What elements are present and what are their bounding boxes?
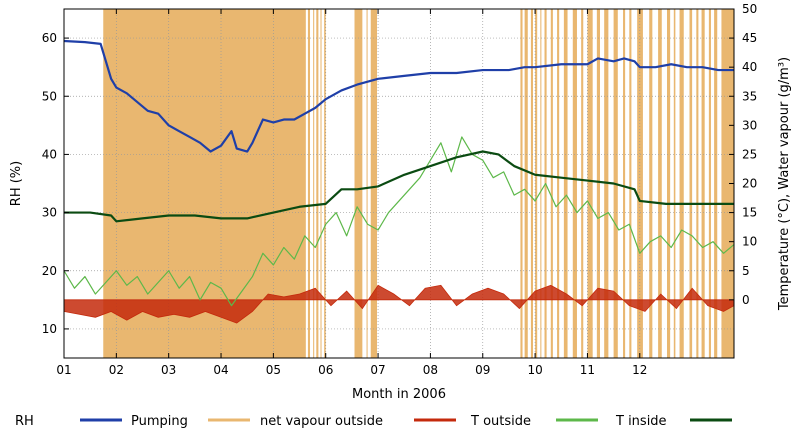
pumping-band: [307, 9, 311, 358]
pumping-band: [320, 9, 322, 358]
y-left-tick-label: 30: [42, 206, 57, 220]
y-right-tick-label: 30: [742, 118, 757, 132]
axis-ticks: 01 02 03 04 05 06 07 08 09 10 11 121020304050600510…: [42, 2, 758, 377]
pumping-band: [557, 9, 560, 358]
series-net-vapour-outside: [63, 284, 735, 324]
pumping-band: [520, 9, 523, 358]
pumping-band: [708, 9, 711, 358]
x-tick-label: 12: [632, 363, 647, 377]
x-tick-label: 01: [56, 363, 71, 377]
pumping-band: [316, 9, 319, 358]
pumping-band: [649, 9, 653, 358]
legend-label: net vapour outside: [260, 414, 383, 429]
pumping-band: [370, 9, 378, 358]
pumping-band: [572, 9, 577, 358]
pumping-band: [623, 9, 626, 358]
x-tick-label: 10: [527, 363, 542, 377]
y-right-tick-label: 10: [742, 235, 757, 249]
pumping-band: [313, 9, 315, 358]
y-left-tick-label: 40: [42, 147, 57, 161]
pumping-band: [535, 9, 538, 358]
pumping-band: [366, 9, 368, 358]
y-left-tick-label: 50: [42, 89, 57, 103]
pumping-band: [667, 9, 671, 358]
y-right-tick-label: 35: [742, 89, 757, 103]
legend-label: RH: [15, 414, 34, 429]
pumping-band: [658, 9, 662, 358]
y-axis-right-label: Temperature (°C), Water vapour (g/m³): [777, 57, 792, 311]
pumping-band: [679, 9, 684, 358]
series-rh: [63, 39, 734, 153]
series-t-inside: [64, 150, 734, 223]
x-tick-label: 07: [370, 363, 385, 377]
pumping-band: [581, 9, 584, 358]
pumping-band: [696, 9, 699, 358]
y-right-tick-label: 5: [742, 264, 750, 278]
y-axis-left-label: RH (%): [9, 161, 24, 206]
x-axis-label: Month in 2006: [352, 387, 446, 402]
y-right-tick-label: 40: [742, 60, 757, 74]
y-right-tick-label: 50: [742, 2, 757, 16]
y-left-tick-label: 20: [42, 264, 57, 278]
pumping-band: [673, 9, 676, 358]
pumping-band: [701, 9, 705, 358]
pumping-band: [530, 9, 533, 358]
y-left-tick-label: 60: [42, 31, 57, 45]
pumping-band: [563, 9, 568, 358]
pumping-band: [689, 9, 693, 358]
x-tick-label: 06: [318, 363, 333, 377]
x-tick-label: 04: [213, 363, 228, 377]
x-tick-label: 05: [266, 363, 281, 377]
pumping-band: [324, 9, 326, 358]
pumping-band: [714, 9, 718, 358]
pumping-band: [587, 9, 593, 358]
pumping-band: [524, 9, 528, 358]
x-tick-label: 08: [423, 363, 438, 377]
series-lines: [63, 39, 735, 324]
y-left-tick-label: 10: [42, 322, 57, 336]
x-tick-label: 09: [475, 363, 490, 377]
grid: [64, 9, 734, 358]
y-right-tick-label: 0: [742, 293, 750, 307]
pumping-band: [540, 9, 542, 358]
pumping-band: [596, 9, 600, 358]
legend-label: T inside: [615, 414, 667, 429]
legend-label: Pumping: [131, 414, 188, 429]
x-tick-label: 11: [580, 363, 595, 377]
y-right-tick-label: 45: [742, 31, 757, 45]
series-t-outside: [63, 136, 735, 307]
legend: RH Pumping net vapour outside T outside T in…: [15, 414, 732, 429]
pumping-band: [550, 9, 553, 358]
pumping-band: [354, 9, 363, 358]
y-right-tick-label: 20: [742, 177, 757, 191]
y-right-tick-label: 15: [742, 206, 757, 220]
y-right-tick-label: 25: [742, 147, 757, 161]
pumping-band: [629, 9, 632, 358]
x-tick-label: 02: [109, 363, 124, 377]
legend-label: T outside: [470, 414, 531, 429]
x-tick-label: 03: [161, 363, 176, 377]
